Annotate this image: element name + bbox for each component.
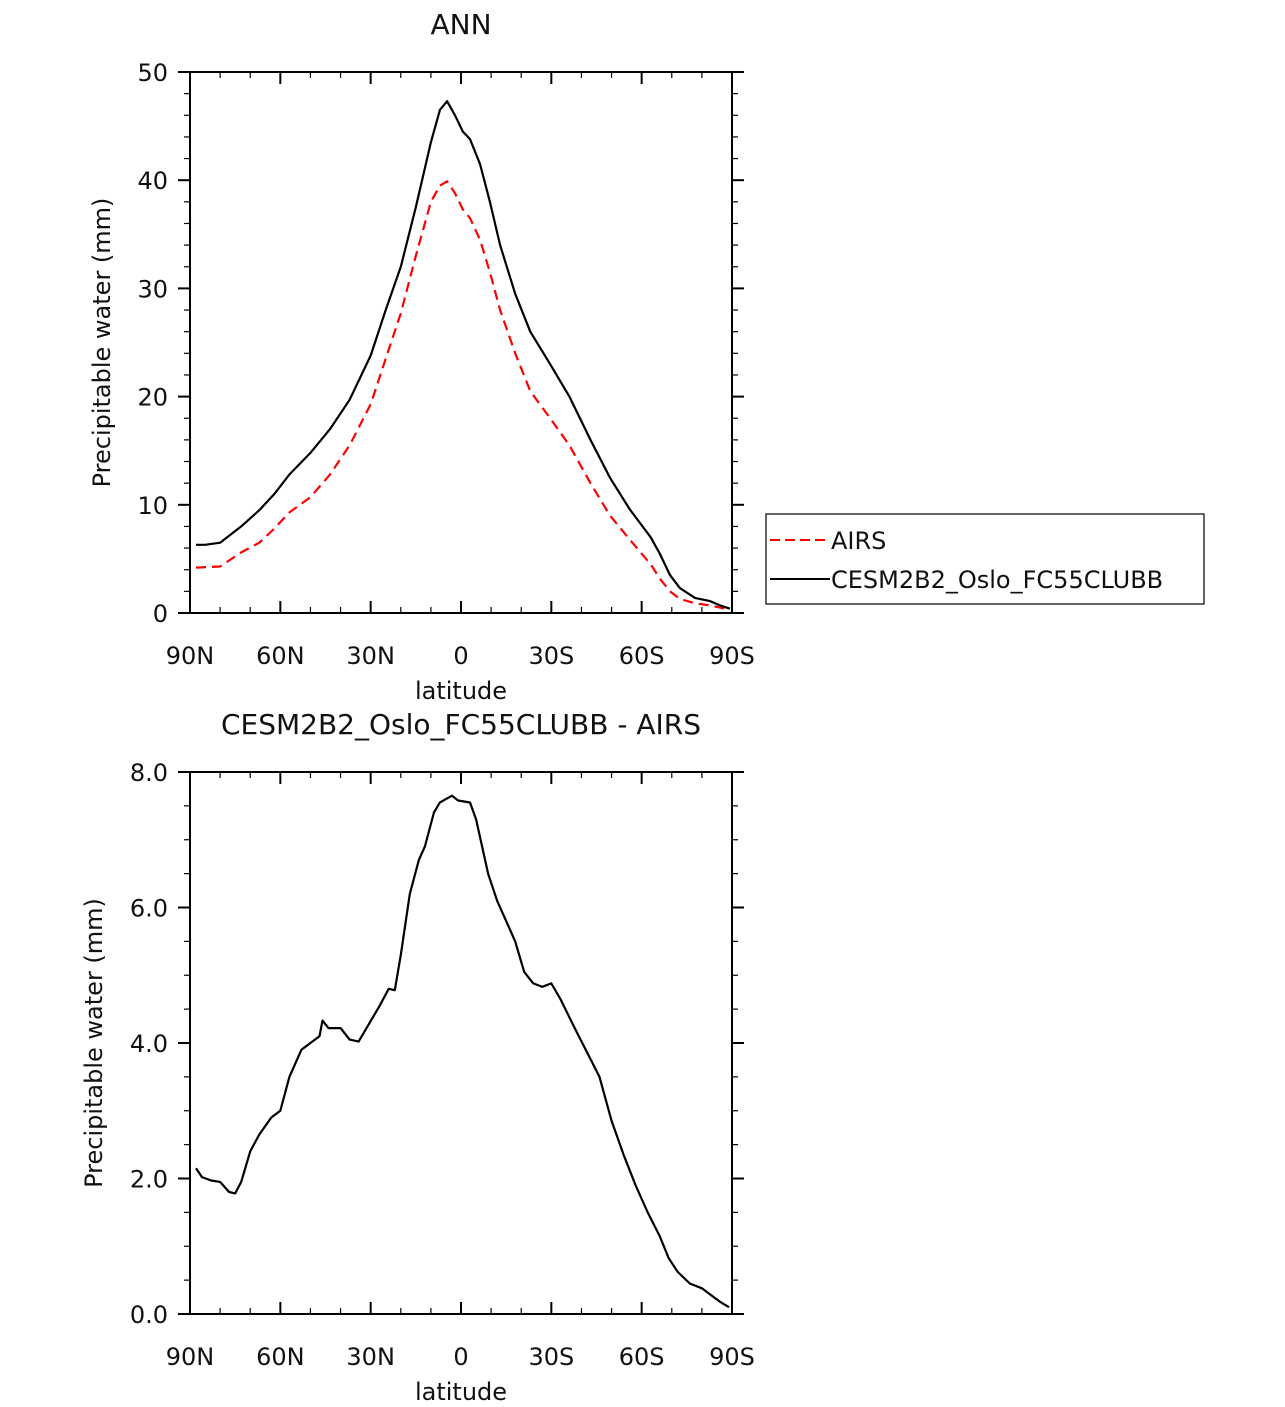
x-axis-label: latitude (415, 1378, 507, 1406)
panel-1: 90N 60N 30N 0 30S 60S 90S 0 10 20 30 40 50 ANN latitud… (88, 8, 1205, 705)
y-tick-label: 50 (137, 59, 168, 87)
x-tick-label: 90N (166, 642, 215, 670)
y-tick-label: 20 (137, 384, 168, 412)
y-tick-label: 6.0 (130, 895, 168, 923)
x-tick-label: 30N (346, 1343, 395, 1371)
y-tick-label: 8.0 (130, 759, 168, 787)
series-line-airs (195, 180, 731, 611)
x-tick-label: 60N (256, 1343, 305, 1371)
y-tick-label: 2.0 (130, 1166, 168, 1194)
x-tick-label: 60S (619, 642, 665, 670)
y-axis-label: Precipitable water (mm) (88, 198, 116, 488)
x-tick-label: 30N (346, 642, 395, 670)
legend-box (765, 513, 1205, 605)
x-tick-label: 0 (453, 1343, 468, 1371)
y-tick-label: 10 (137, 492, 168, 520)
x-tick-label: 30S (528, 642, 574, 670)
plot-frame (189, 771, 733, 1315)
legend-label: AIRS (831, 527, 886, 555)
x-tick-label: 0 (453, 642, 468, 670)
y-tick-label: 0.0 (130, 1301, 168, 1329)
x-tick-label: 60S (619, 1343, 665, 1371)
x-tick-label: 90N (166, 1343, 215, 1371)
x-tick-label: 90S (709, 642, 755, 670)
y-axis-label: Precipitable water (mm) (80, 898, 108, 1188)
chart-title: ANN (430, 8, 491, 41)
legend-label: CESM2B2_Oslo_FC55CLUBB (831, 566, 1163, 594)
series-line-difference (195, 794, 730, 1309)
y-tick-label: 0 (153, 600, 168, 628)
chart-title: CESM2B2_Oslo_FC55CLUBB - AIRS (221, 708, 701, 741)
x-tick-label: 90S (709, 1343, 755, 1371)
panel-2: 90N 60N 30N 0 30S 60S 90S 0.0 2.0 4.0 6.0 8.0 CESM2B… (80, 708, 755, 1406)
series-line-cesm2b2-oslo-fc55clubb (196, 100, 731, 610)
y-tick-label: 4.0 (130, 1030, 168, 1058)
x-tick-label: 30S (528, 1343, 574, 1371)
y-tick-label: 40 (137, 167, 168, 195)
x-tick-label: 60N (256, 642, 305, 670)
y-tick-label: 30 (137, 275, 168, 303)
legend: AIRS CESM2B2_Oslo_FC55CLUBB (765, 513, 1205, 605)
x-axis-label: latitude (415, 677, 507, 705)
